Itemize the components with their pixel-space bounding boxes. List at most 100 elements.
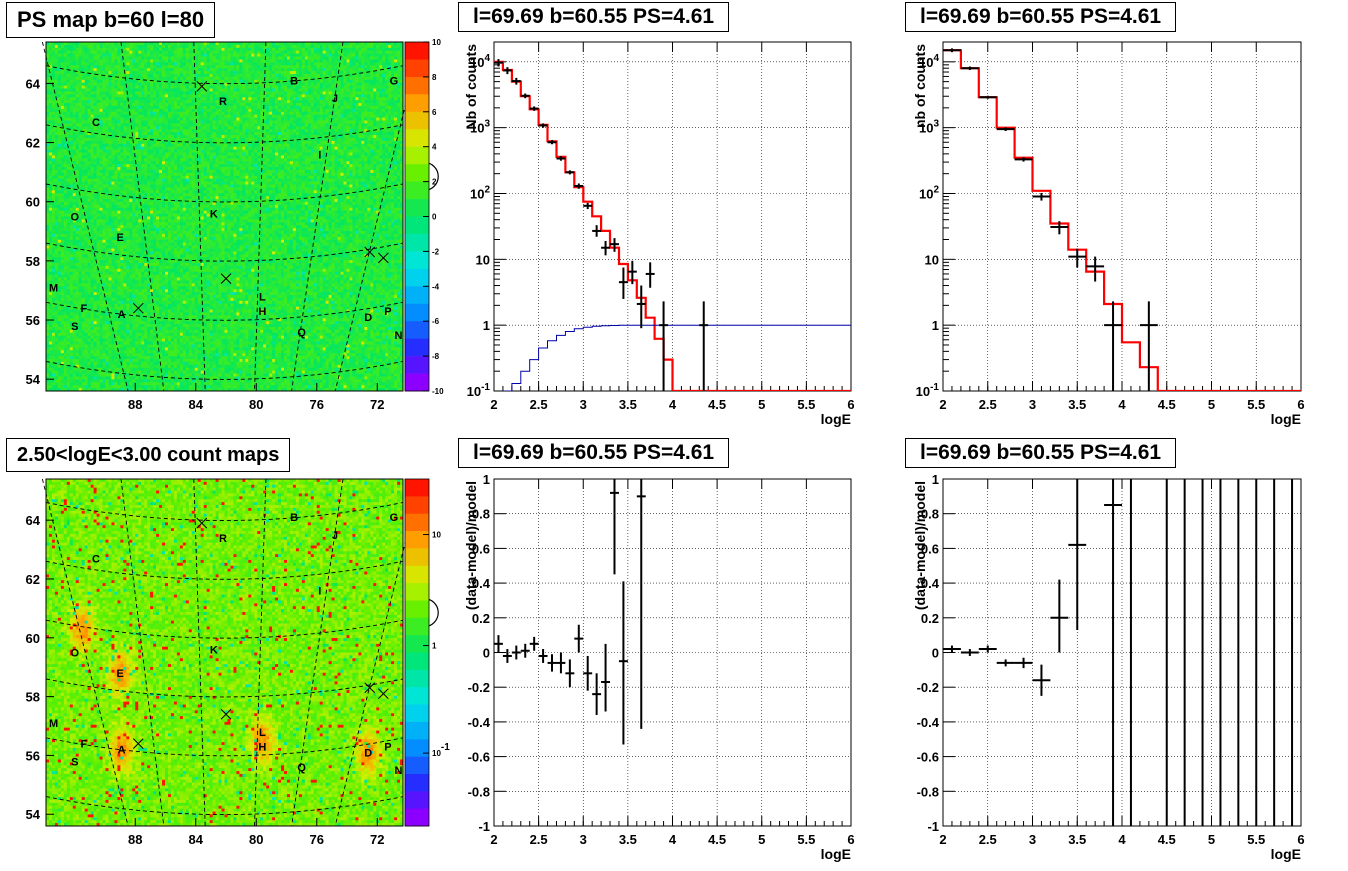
graticule-meridian	[254, 41, 267, 392]
source-label: F	[80, 739, 87, 751]
data-point	[645, 262, 655, 288]
colorbar-tick-label: -8	[432, 352, 440, 361]
y-tick-label: 64	[26, 513, 41, 528]
data-point	[1014, 657, 1033, 669]
y-tick-label: 103	[470, 119, 490, 136]
colorbar-cell	[405, 251, 429, 270]
x-tick-label: 3.5	[619, 397, 637, 412]
source-label: P	[384, 306, 391, 318]
y-tick-label: 103	[919, 119, 939, 136]
data-point	[610, 479, 619, 575]
source-label: P	[384, 742, 391, 754]
x-tick-label: 6	[847, 397, 854, 412]
x-tick-label: 76	[310, 832, 324, 847]
colorbar-cell	[405, 617, 429, 636]
x-tick-label: 4.5	[1158, 397, 1176, 412]
y-tick-label: 58	[26, 690, 40, 705]
colorbar-cell	[405, 739, 429, 758]
data-point	[636, 479, 646, 729]
source-label: C	[92, 553, 100, 565]
colorbar-cell	[405, 513, 429, 532]
x-tick-label: 3	[1029, 397, 1036, 412]
source-cross	[377, 688, 389, 700]
data-point	[1032, 192, 1051, 201]
x-tick-label: 2.5	[530, 397, 548, 412]
data-point	[1068, 248, 1087, 268]
data-point	[511, 77, 521, 85]
data-point	[978, 645, 997, 653]
colorbar-cell	[405, 111, 429, 130]
data-point	[520, 643, 530, 658]
colorbar-tick-label: 4	[432, 143, 437, 152]
source-cross	[364, 682, 376, 694]
graticule-meridian	[193, 478, 206, 827]
source-label: H	[258, 306, 266, 318]
colorbar-cell	[405, 216, 429, 235]
data-point	[511, 645, 521, 660]
source-label: H	[258, 742, 266, 754]
grid	[943, 42, 1301, 391]
source-label: N	[394, 330, 402, 342]
source-label: J	[332, 530, 338, 542]
spectrum-title-2: l=69.69 b=60.55 PS=4.61	[905, 2, 1177, 32]
colorbar-cell	[405, 479, 429, 497]
y-tick-label: -0.8	[917, 784, 939, 799]
y-tick-label: 58	[26, 254, 40, 269]
x-tick-label: 2.5	[979, 397, 997, 412]
data-point	[960, 66, 979, 71]
x-tick-label: 84	[189, 832, 204, 847]
source-label: C	[92, 117, 100, 129]
residual-title-2: l=69.69 b=60.55 PS=4.61	[905, 438, 1177, 468]
data-point	[601, 240, 611, 256]
x-tick-label: 3.5	[619, 832, 637, 847]
x-tick-label: 6	[1297, 832, 1304, 847]
data-point	[601, 643, 611, 712]
y-tick-label: 0.4	[472, 576, 491, 591]
data-point	[943, 645, 961, 653]
colorbar-cell	[405, 373, 429, 392]
data-point	[1050, 221, 1069, 235]
y-tick-label: -0.6	[917, 750, 939, 765]
colorbar-tick-label: -6	[432, 317, 440, 326]
colorbar-tick-label: 10-1	[432, 742, 450, 758]
colorbar: 10 1 10-1	[404, 478, 450, 827]
x-tick-label: 84	[189, 397, 204, 412]
colorbar-cell	[405, 321, 429, 339]
data-point	[556, 156, 566, 161]
x-tick-label: 5.5	[797, 397, 815, 412]
data-point	[699, 301, 709, 391]
source-label: N	[394, 765, 402, 777]
data-point	[538, 123, 548, 128]
data-point	[538, 649, 548, 663]
source-label: E	[116, 232, 123, 244]
colorbar-cell	[405, 76, 429, 95]
data-layer	[943, 479, 1294, 826]
data-point	[529, 106, 539, 111]
source-label: G	[390, 75, 399, 87]
map-panel-count_map: 88 84 80 76 72 54 56 58 60 62 64 B R J G C I K O E M LH F A D P S Q…	[26, 478, 450, 847]
graticule-meridian	[120, 41, 165, 392]
data-point	[583, 655, 593, 691]
source-cross	[220, 708, 232, 720]
x-tick-label: 4.5	[708, 397, 726, 412]
plot-panel-spec2: 2 2.5 3 3.5 4 4.5 5 5.5 6 10-1 1 10 102 103 104 logE nb …	[912, 41, 1305, 427]
data-point	[1139, 301, 1158, 391]
plot-panel-res2: 2 2.5 3 3.5 4 4.5 5 5.5 6 -1 -0.8 -0.6 -0.4 -0.2 0 0.2 0…	[912, 472, 1305, 862]
y-tick-label: 104	[919, 53, 939, 70]
y-tick-label: 10	[476, 252, 490, 267]
data-point	[996, 659, 1015, 667]
y-tick-label: 54	[26, 807, 41, 822]
data-layer	[494, 59, 851, 391]
x-tick-label: 5.5	[797, 832, 815, 847]
source-label: Q	[297, 762, 306, 774]
x-tick-label: 5	[758, 397, 765, 412]
colorbar-cell	[405, 268, 429, 287]
x-tick-label: 2	[939, 832, 946, 847]
colorbar-cell	[405, 303, 429, 322]
colorbar-cell	[405, 356, 429, 374]
y-axis-label: nb of counts	[912, 44, 928, 128]
x-tick-label: 4.5	[708, 832, 726, 847]
source-label: A	[118, 309, 126, 321]
y-tick-label: 1	[932, 472, 939, 487]
colorbar-cell	[405, 146, 429, 165]
